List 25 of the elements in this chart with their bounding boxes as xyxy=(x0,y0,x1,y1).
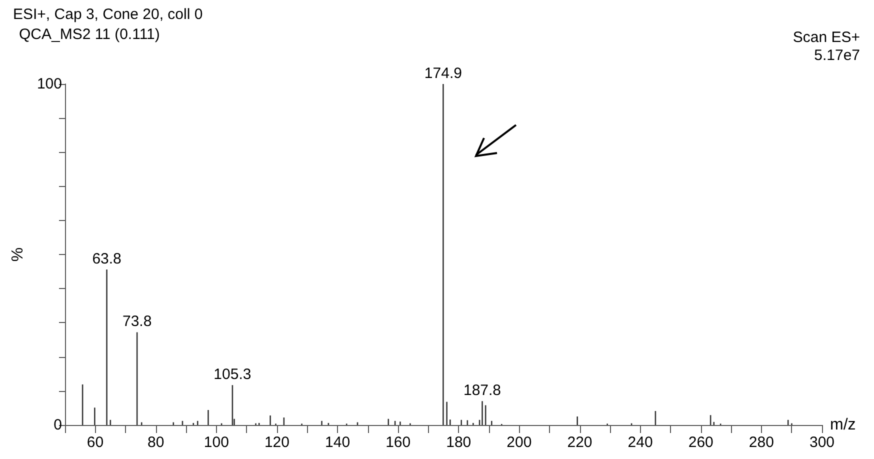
x-tick-label: 300 xyxy=(809,434,835,451)
y-tick-label: 0 xyxy=(54,416,62,434)
annotation: 105.3 xyxy=(214,366,252,384)
annotation: 174.9 xyxy=(424,65,462,82)
x-tick-label: 120 xyxy=(264,434,290,451)
x-tick-label: 200 xyxy=(506,434,532,451)
text: 5.17e7 xyxy=(814,47,860,64)
x-tick-label: 80 xyxy=(147,434,164,451)
x-axis-title: m/z xyxy=(830,416,856,434)
chart-subtitle: QCA_MS2 11 (0.111) xyxy=(19,26,160,43)
x-tick-label: 180 xyxy=(446,434,472,451)
x-tick-label: 100 xyxy=(204,434,229,451)
x-tick-label: 240 xyxy=(628,434,653,451)
x-tick-label: 280 xyxy=(748,434,774,451)
x-tick-label: 140 xyxy=(325,434,350,451)
x-tick-label: 160 xyxy=(386,434,411,451)
x-tick-label: 260 xyxy=(688,434,714,451)
annotation: 73.8 xyxy=(122,313,152,330)
x-tick-label: 220 xyxy=(567,434,592,451)
y-axis-title: % xyxy=(10,247,27,262)
text: Scan ES+ xyxy=(792,29,860,46)
x-tick-label: 60 xyxy=(86,434,104,451)
chart-title: ESI+, Cap 3, Cone 20, coll 0 xyxy=(13,6,203,23)
annotation: 187.8 xyxy=(463,382,502,400)
annotation: 63.8 xyxy=(92,250,122,268)
